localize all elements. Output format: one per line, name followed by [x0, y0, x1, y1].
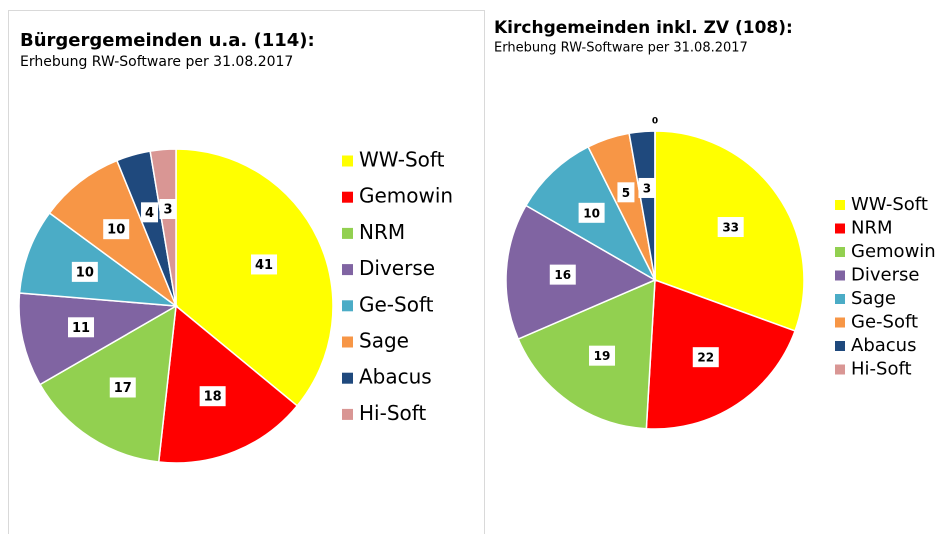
pie-slice	[39, 304, 177, 463]
legend-label: Hi-Soft	[851, 359, 912, 380]
legend-swatch	[342, 408, 353, 420]
chart-subtitle: Erhebung RW-Software per 31.08.2017	[20, 54, 293, 70]
legend-swatch	[835, 364, 845, 375]
data-label: 33	[722, 221, 739, 235]
legend-swatch	[342, 191, 353, 203]
data-label: 5	[622, 186, 630, 200]
data-label-box	[109, 377, 136, 398]
pie-slice	[149, 148, 177, 307]
data-label-box	[638, 177, 656, 198]
pie-slice	[157, 304, 299, 464]
data-label-box	[68, 317, 95, 338]
legend-swatch	[835, 294, 845, 304]
legend-label: NRM	[851, 218, 893, 239]
legend-swatch	[342, 227, 353, 239]
legend-label: Diverse	[359, 256, 435, 280]
legend-label: Abacus	[359, 365, 432, 389]
legend-swatch	[835, 200, 845, 210]
pie-slice	[517, 278, 656, 430]
pie-slice	[18, 211, 179, 307]
pie-slice	[645, 278, 796, 430]
pie-slice	[505, 204, 657, 341]
data-label-box	[717, 217, 744, 238]
data-label: 3	[163, 202, 172, 217]
data-label: 11	[72, 321, 90, 336]
pie-slice	[175, 148, 334, 407]
data-label-box	[141, 202, 159, 223]
chart-title: Bürgergemeinden u.a. (114):	[20, 30, 315, 51]
legend-swatch	[835, 317, 845, 328]
legend-swatch	[835, 223, 845, 234]
legend-swatch	[835, 247, 845, 257]
data-label: 0	[652, 117, 658, 127]
data-label: 18	[204, 390, 222, 405]
legend-swatch	[342, 372, 353, 384]
legend-swatch	[835, 341, 845, 351]
legend-label: Hi-Soft	[359, 401, 426, 425]
data-label-box	[692, 347, 719, 368]
legend-swatch	[835, 270, 845, 281]
data-label-box	[159, 198, 177, 219]
legend-label: WW-Soft	[851, 194, 928, 215]
data-label: 4	[145, 206, 154, 221]
pie-slice	[18, 292, 179, 386]
legend-swatch	[342, 300, 353, 312]
legend-swatch	[342, 155, 353, 167]
data-label: 41	[255, 258, 273, 273]
data-label-box	[549, 264, 576, 285]
legend-label: Ge-Soft	[359, 292, 434, 316]
chart-subtitle: Erhebung RW-Software per 31.08.2017	[494, 41, 748, 56]
data-label-box	[199, 386, 226, 407]
data-label: 3	[643, 181, 651, 195]
legend-label: Sage	[851, 288, 896, 309]
legend-label: Abacus	[851, 335, 916, 356]
chart-title: Kirchgemeinden inkl. ZV (108):	[494, 18, 793, 38]
data-label: 10	[583, 206, 600, 220]
legend-label: Sage	[359, 329, 409, 353]
data-label: 10	[76, 265, 94, 280]
data-label: 10	[107, 223, 125, 238]
data-label: 16	[554, 268, 571, 282]
legend-label: Gemowin	[359, 184, 453, 208]
data-label-box	[589, 345, 616, 366]
legend-swatch	[342, 336, 353, 348]
legend-label: Gemowin	[851, 241, 936, 262]
data-label: 19	[594, 349, 611, 363]
legend-swatch	[342, 264, 353, 276]
legend-label: Diverse	[851, 265, 919, 286]
data-label: 22	[697, 351, 714, 365]
legend-label: Ge-Soft	[851, 312, 918, 333]
data-label-box	[71, 261, 98, 282]
data-label-box	[251, 254, 278, 275]
data-label-box	[578, 202, 605, 223]
data-label: 17	[114, 381, 132, 396]
data-label-box	[617, 182, 635, 203]
data-label-box	[103, 219, 130, 240]
legend-label: WW-Soft	[359, 148, 445, 172]
legend-label: NRM	[359, 220, 405, 244]
